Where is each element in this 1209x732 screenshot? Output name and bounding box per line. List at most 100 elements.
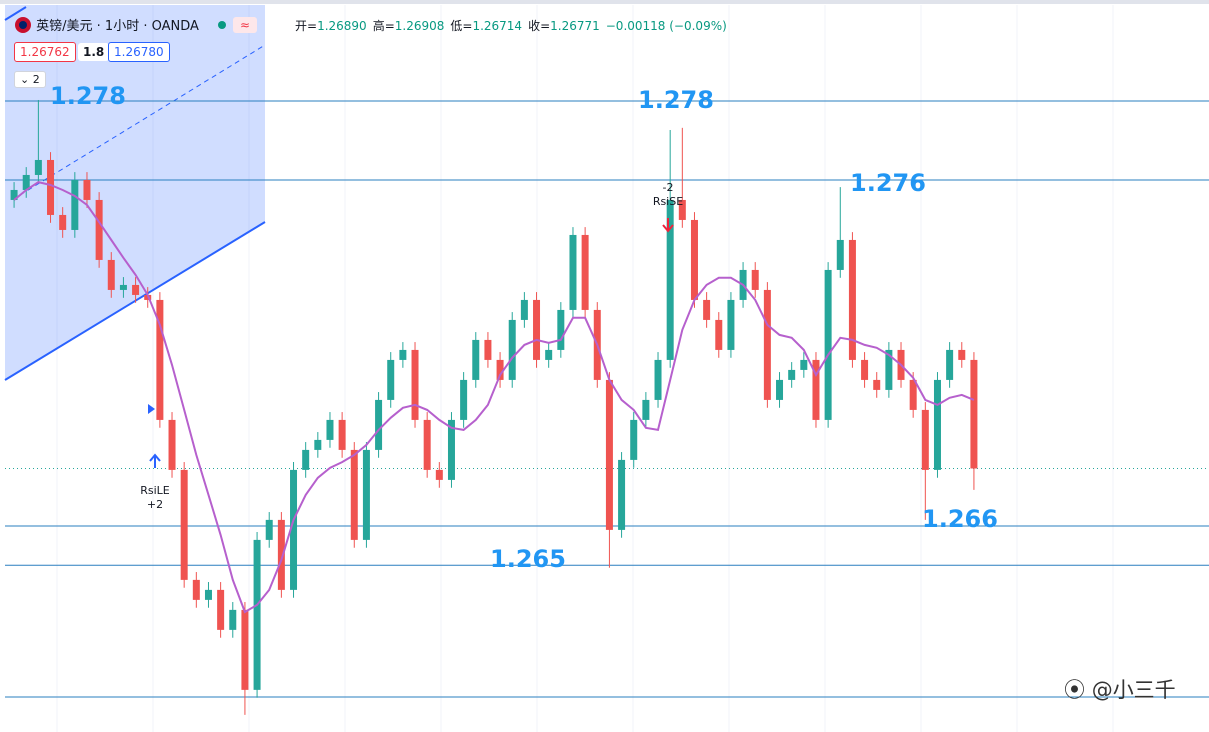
candle-body (630, 419, 638, 460)
bid[interactable]: 1.26762 (14, 42, 76, 62)
channel-midline (19, 44, 266, 196)
candle-body (533, 299, 541, 360)
channel-line (4, 221, 266, 381)
ohlc-value: 1.26890 (317, 19, 367, 33)
candle-body (788, 369, 796, 380)
candle-body (423, 419, 431, 470)
signal-label: RsiLE (140, 484, 170, 497)
candle-body (277, 519, 285, 590)
candle-body (362, 449, 370, 540)
candle-body (690, 219, 698, 300)
candle-body (581, 234, 589, 310)
annotation: 1.278 (638, 86, 714, 114)
watermark: ⦿ @小三千 (1064, 678, 1176, 702)
ohlc-value: 1.26908 (394, 19, 445, 33)
candle-body (204, 589, 212, 600)
candle-body (314, 439, 322, 450)
symbol-row: 英镑/美元 · 1小时 · OANDA ≈ (14, 15, 263, 34)
candle-body (545, 349, 553, 360)
candle-body (654, 359, 662, 400)
svg-text:≈: ≈ (240, 18, 250, 32)
candle-body (229, 609, 237, 630)
annotation: 1.266 (922, 505, 998, 533)
signal-label: RsiSE (653, 195, 683, 208)
annotation: 1.265 (490, 545, 566, 573)
candle-body (921, 409, 929, 470)
candle-body (958, 349, 966, 360)
candle-body (95, 199, 103, 260)
candle-body (751, 269, 759, 290)
signal-label: +2 (147, 498, 163, 511)
candle-body (168, 419, 176, 470)
top-border (0, 0, 1209, 4)
ohlc-row: 开=1.26890 高=1.26908 低=1.26714 收=1.26771 −0.0… (295, 17, 733, 34)
candle-body (253, 539, 261, 690)
candle-body (47, 159, 55, 215)
candle-body (326, 419, 334, 440)
candle-body (217, 589, 225, 630)
candle-body (933, 379, 941, 470)
candle-body (557, 309, 565, 350)
candle-body (472, 339, 480, 380)
candle-body (642, 399, 650, 420)
candle-body (678, 199, 686, 220)
short-arrow (662, 218, 674, 233)
annotation: 1.278 (50, 82, 126, 110)
change: −0.00118 (−0.09%) (605, 19, 727, 33)
candle-body (302, 449, 310, 470)
candle-body (132, 284, 140, 295)
candle-body (435, 469, 443, 480)
long-arrow (149, 453, 161, 468)
candle-body (10, 189, 18, 200)
ask[interactable]: 1.26780 (108, 42, 170, 62)
candle-body (460, 379, 468, 420)
candle-body (812, 359, 820, 420)
candle-body (763, 289, 771, 400)
candle-body (241, 609, 249, 690)
ohlc-label: 开= (295, 19, 318, 33)
candle-body (885, 349, 893, 390)
candle-body (34, 159, 42, 175)
candle-body (605, 379, 613, 530)
candle-body (715, 319, 723, 350)
candle-body (107, 259, 115, 290)
symbol: 英镑/美元 · 1小时 · OANDA (36, 19, 199, 34)
candle-body (22, 174, 30, 190)
candle-body (265, 519, 273, 540)
candle-body (848, 239, 856, 360)
candle-body (447, 419, 455, 480)
channel-fill (5, 5, 265, 380)
moving-average (13, 181, 975, 614)
grid (56, 5, 1114, 732)
watermark-text: @小三千 (1091, 678, 1176, 702)
candle-body (119, 284, 127, 290)
marker (148, 404, 155, 414)
candle-body (873, 379, 881, 390)
candle-body (508, 319, 516, 380)
channel-line (4, 6, 27, 21)
ohlc-value: 1.26771 (550, 19, 600, 33)
candle-body (824, 269, 832, 420)
candle-body (338, 419, 346, 450)
candle-body (970, 359, 978, 469)
indicator-count: 2 (32, 73, 40, 86)
spread: 1.8 (78, 43, 110, 61)
candle-body (399, 349, 407, 360)
candle-body (387, 359, 395, 400)
ohlc-label: 低= (450, 19, 473, 33)
ohlc-value: 1.26714 (472, 19, 523, 33)
status-icons[interactable]: ≈ (213, 16, 263, 34)
candle-body (946, 349, 954, 380)
indicator-toggle[interactable]: ⌄ 2 (14, 71, 46, 88)
candle-body (569, 234, 577, 310)
candle-body (83, 179, 91, 200)
candle-body (666, 199, 674, 360)
candle-body (727, 299, 735, 350)
candle-body (703, 299, 711, 320)
candle-body (520, 299, 528, 320)
candle-body (496, 359, 504, 380)
candle-body (909, 379, 917, 410)
candle-body (59, 214, 67, 230)
